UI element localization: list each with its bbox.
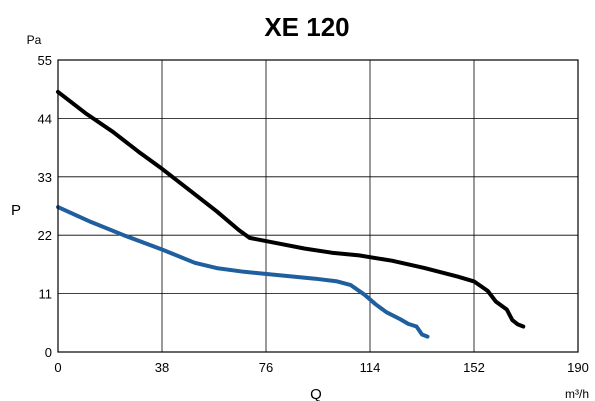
series-line-2: [56, 205, 430, 339]
x-tick-label: 152: [463, 360, 485, 375]
y-tick-label: 0: [45, 345, 52, 360]
plot-frame: [57, 59, 579, 353]
x-axis-label: Q: [310, 386, 322, 401]
y-tick-label: 55: [38, 53, 52, 68]
y-tick-label: 22: [38, 228, 52, 243]
series-line-1: [56, 89, 526, 329]
x-tick-label: 76: [259, 360, 273, 375]
y-axis-unit: Pa: [27, 33, 42, 47]
x-tick-label: 0: [54, 360, 61, 375]
y-axis-label: P: [11, 202, 21, 219]
y-tick-label: 33: [38, 170, 52, 185]
x-axis-unit: m³/h: [565, 387, 589, 401]
y-tick-label: 44: [38, 111, 52, 126]
grid-lines: [57, 59, 579, 353]
chart-title: XE 120: [264, 12, 349, 42]
x-tick-label: 38: [155, 360, 169, 375]
x-tick-label: 114: [360, 360, 381, 375]
series-lines: [56, 89, 526, 339]
y-tick-label: 11: [39, 287, 53, 302]
tick-labels: 0 38 76 114 152 190 0 11 22 33 44 55: [38, 53, 589, 375]
x-tick-label: 190: [567, 360, 589, 375]
